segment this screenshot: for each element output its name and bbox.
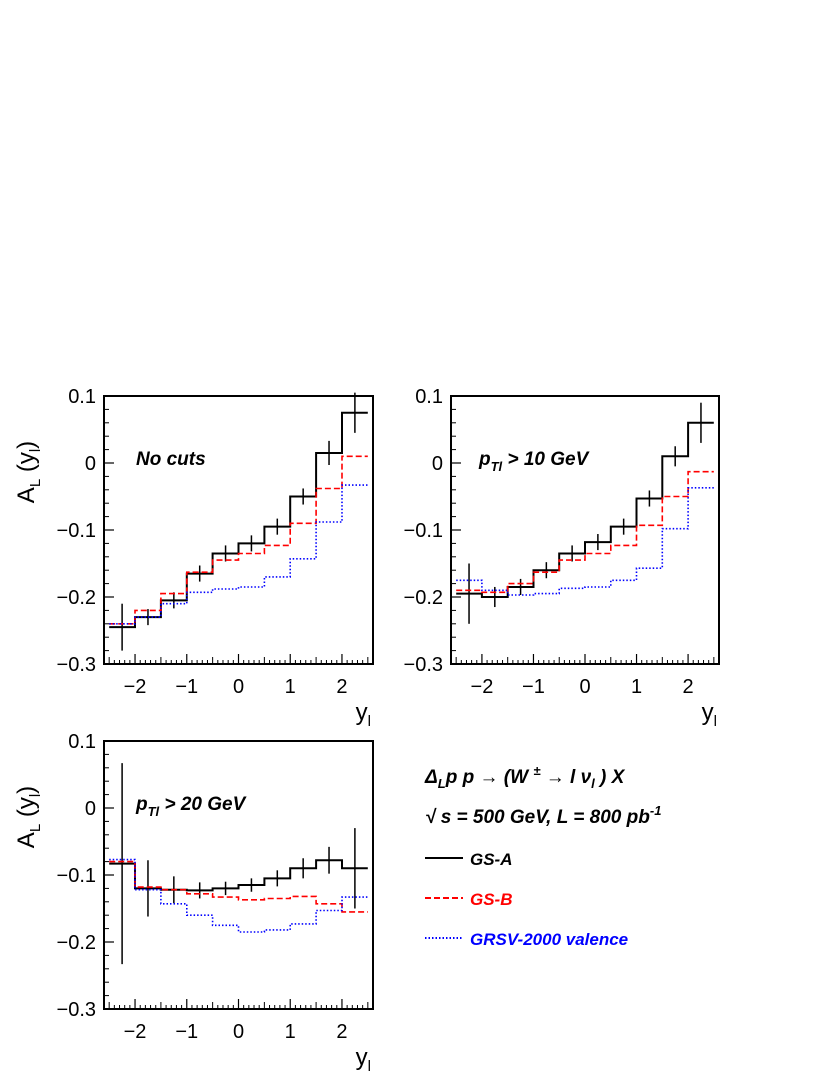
title1-decay: → l ν bbox=[540, 767, 591, 788]
series-grsv-2000-valence-line bbox=[109, 858, 368, 933]
annotation-base: p bbox=[135, 794, 148, 815]
series-gs-b-line bbox=[109, 455, 368, 625]
y-axis-label: AL (yl) bbox=[13, 786, 44, 848]
y-tick-label: 0 bbox=[85, 453, 96, 475]
x-axis-label-base: y bbox=[702, 699, 714, 726]
y-tick-label: −0.2 bbox=[404, 587, 443, 609]
y-axis-label-sub: L bbox=[27, 479, 44, 487]
x-axis-label-sub: l bbox=[368, 713, 371, 730]
annotation-base: p bbox=[478, 449, 491, 470]
x-axis-label: yl bbox=[356, 699, 371, 730]
y-tick-label: −0.2 bbox=[57, 587, 96, 609]
legend-title-line-1: ΔLp p → (W ± → l νl ) X bbox=[424, 763, 626, 791]
legend-label: GS-B bbox=[470, 890, 513, 909]
legend-entries: GS-A GS-B GRSV-2000 valence bbox=[425, 850, 628, 949]
y-tick-label: −0.1 bbox=[57, 865, 96, 887]
title1-reaction: p p → (W bbox=[445, 767, 534, 788]
y-tick-label: −0.3 bbox=[404, 654, 443, 676]
annotation-rest: > 20 GeV bbox=[159, 794, 246, 815]
x-tick-label: −1 bbox=[175, 676, 198, 698]
y-axis-label: AL (yl) bbox=[13, 441, 44, 503]
series-grsv-2000-valence-line bbox=[109, 484, 368, 625]
panel-annotation: pTl > 20 GeV bbox=[135, 794, 247, 819]
y-axis-label-sub: L bbox=[27, 824, 44, 832]
legend-title-line-2: √ s = 500 GeV, L = 800 pb-1 bbox=[425, 803, 661, 828]
y-tick-label: −0.2 bbox=[57, 932, 96, 954]
title1-delta-sub: L bbox=[438, 776, 446, 791]
plot-frame bbox=[103, 740, 374, 1010]
x-tick-label: 0 bbox=[233, 676, 244, 698]
y-tick-label: −0.3 bbox=[57, 654, 96, 676]
title1-nu-sub: l bbox=[591, 776, 595, 791]
x-tick-label: 0 bbox=[233, 1021, 244, 1043]
annotation-sub: Tl bbox=[148, 804, 160, 819]
x-tick-label: 2 bbox=[683, 676, 694, 698]
series-gs-b-line bbox=[456, 470, 714, 594]
y-axis-label-close: ) bbox=[13, 786, 40, 794]
title1-x: ) X bbox=[595, 767, 626, 788]
y-tick-label: −0.1 bbox=[57, 520, 96, 542]
series-gs-a-line bbox=[109, 859, 368, 892]
legend-label: GS-A bbox=[470, 850, 513, 869]
y-tick-label: 0.1 bbox=[415, 386, 443, 408]
annotation-rest: > 10 GeV bbox=[502, 449, 589, 470]
x-tick-label: 1 bbox=[285, 1021, 296, 1043]
y-tick-label: −0.3 bbox=[57, 999, 96, 1021]
y-axis-label-base: A bbox=[13, 832, 40, 848]
y-tick-label: 0 bbox=[85, 798, 96, 820]
title2-energy-lumi: √ s = 500 GeV, L = 800 pb bbox=[425, 807, 650, 828]
y-axis-label-close: ) bbox=[13, 441, 40, 449]
series-grsv-2000-valence-line bbox=[456, 487, 714, 596]
plot-frame bbox=[103, 395, 374, 665]
x-axis-label: yl bbox=[702, 699, 717, 730]
title1-pm-sup: ± bbox=[533, 763, 541, 778]
y-axis-label-rest: (y bbox=[13, 797, 40, 824]
annotation-base: No cuts bbox=[136, 449, 206, 470]
x-tick-label: 2 bbox=[336, 1021, 347, 1043]
series-gs-b-line bbox=[109, 860, 368, 913]
x-axis-label-base: y bbox=[356, 1044, 368, 1071]
x-axis-label: yl bbox=[356, 1044, 371, 1075]
y-tick-label: 0 bbox=[432, 453, 443, 475]
y-axis-label-rest: (y bbox=[13, 452, 40, 479]
title1-delta: Δ bbox=[424, 767, 438, 788]
y-axis-label-base: A bbox=[13, 487, 40, 503]
y-tick-label: 0.1 bbox=[68, 386, 96, 408]
x-tick-label: 1 bbox=[631, 676, 642, 698]
series-gs-a-line bbox=[109, 411, 368, 629]
x-axis-label-sub: l bbox=[714, 713, 717, 730]
x-tick-label: −1 bbox=[522, 676, 545, 698]
x-axis-label-base: y bbox=[356, 699, 368, 726]
legend: ΔLp p → (W ± → l νl ) X √ s = 500 GeV, L… bbox=[424, 763, 661, 949]
legend-label: GRSV-2000 valence bbox=[470, 930, 628, 949]
x-tick-label: 1 bbox=[285, 676, 296, 698]
x-axis-label-sub: l bbox=[368, 1058, 371, 1075]
series-gs-a-line bbox=[456, 421, 714, 598]
panel-annotation: pTl > 10 GeV bbox=[478, 449, 590, 474]
plot-frame bbox=[450, 395, 720, 665]
x-tick-label: −1 bbox=[175, 1021, 198, 1043]
title2-sup: -1 bbox=[650, 803, 662, 818]
x-tick-label: 0 bbox=[579, 676, 590, 698]
y-axis-label-sub2: l bbox=[27, 449, 44, 452]
x-tick-label: −2 bbox=[124, 1021, 147, 1043]
y-tick-label: 0.1 bbox=[68, 731, 96, 753]
x-tick-label: −2 bbox=[124, 676, 147, 698]
y-axis-label-sub2: l bbox=[27, 794, 44, 797]
x-tick-label: 2 bbox=[336, 676, 347, 698]
annotation-sub: Tl bbox=[491, 459, 503, 474]
y-tick-label: −0.1 bbox=[404, 520, 443, 542]
panel-annotation: No cuts bbox=[136, 449, 206, 470]
x-tick-label: −2 bbox=[471, 676, 494, 698]
